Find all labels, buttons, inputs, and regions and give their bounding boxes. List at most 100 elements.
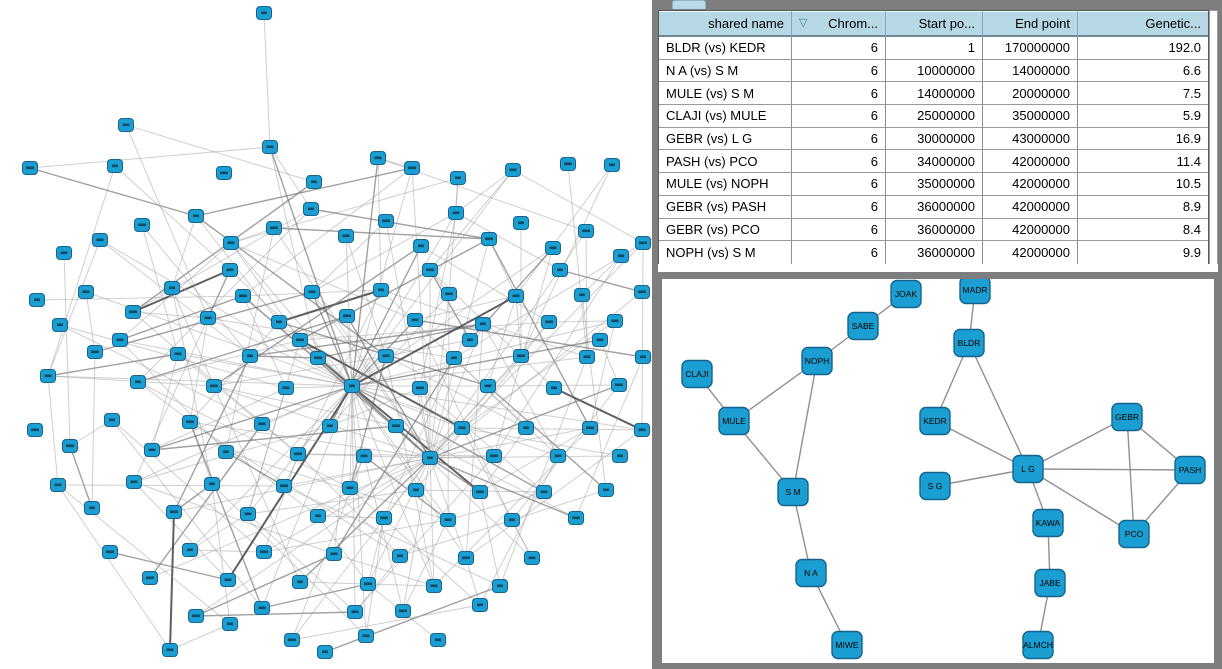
network-edge[interactable] (47, 239, 101, 377)
network-node[interactable] (440, 513, 456, 527)
table-tab[interactable] (672, 0, 706, 9)
network-edge[interactable] (91, 351, 96, 509)
table-cell[interactable]: 6.6 (1078, 59, 1208, 83)
network-edge[interactable] (225, 227, 275, 453)
column-header-2[interactable]: Start po... (886, 11, 983, 37)
network-edge[interactable] (36, 295, 244, 301)
network-node[interactable] (395, 604, 411, 618)
table-cell[interactable]: 20000000 (983, 82, 1078, 106)
network-edge[interactable] (589, 320, 616, 429)
network-node[interactable] (126, 475, 142, 489)
network-edge[interactable] (351, 385, 545, 493)
network-node[interactable] (458, 551, 474, 565)
network-node[interactable] (408, 483, 424, 497)
network-edge[interactable] (349, 385, 353, 489)
network-edge[interactable] (171, 287, 213, 485)
node-shape[interactable] (1111, 402, 1143, 432)
network-edge[interactable] (351, 385, 463, 429)
network-edge[interactable] (311, 291, 353, 387)
subnetwork-node-bldr[interactable]: BLDR (953, 328, 985, 358)
network-edge[interactable] (455, 212, 561, 271)
network-node[interactable] (62, 439, 78, 453)
table-cell[interactable]: 10000000 (886, 59, 983, 83)
network-edge[interactable] (137, 339, 301, 383)
network-edge[interactable] (189, 385, 353, 551)
subnetwork-node-kedr[interactable]: KEDR (919, 406, 951, 436)
network-node[interactable] (430, 633, 446, 647)
network-node[interactable] (422, 451, 438, 465)
network-edge[interactable] (269, 146, 319, 359)
network-node[interactable] (370, 151, 386, 165)
table-row[interactable]: GEBR (vs) PCO 6 36000000 42000000 8.4 (659, 218, 1208, 242)
network-node[interactable] (326, 547, 342, 561)
table-row[interactable]: PASH (vs) PCO 6 34000000 42000000 11.4 (659, 150, 1208, 174)
network-edge[interactable] (171, 215, 197, 289)
network-node[interactable] (310, 351, 326, 365)
network-node[interactable] (206, 379, 222, 393)
network-node[interactable] (254, 601, 270, 615)
network-edge[interactable] (299, 238, 490, 341)
network-edge[interactable] (119, 339, 353, 387)
node-shape[interactable] (801, 346, 833, 376)
table-row[interactable]: GEBR (vs) L G 6 30000000 43000000 16.9 (659, 127, 1208, 151)
table-cell[interactable]: PASH (vs) PCO (659, 150, 792, 174)
network-node[interactable] (475, 317, 491, 331)
network-edge[interactable] (109, 551, 229, 581)
network-edge[interactable] (488, 238, 517, 297)
network-node[interactable] (505, 163, 521, 177)
table-cell[interactable]: 1 (886, 37, 983, 60)
network-edge[interactable] (479, 491, 501, 587)
network-edge[interactable] (47, 375, 353, 387)
network-edge[interactable] (63, 252, 71, 447)
table-cell[interactable]: 25000000 (886, 105, 983, 128)
table-cell[interactable]: 6 (792, 150, 886, 174)
network-node[interactable] (598, 483, 614, 497)
network-node[interactable] (182, 543, 198, 557)
network-edge[interactable] (499, 356, 588, 587)
network-edge[interactable] (1027, 416, 1128, 470)
table-cell[interactable]: 8.4 (1078, 218, 1208, 242)
network-node[interactable] (481, 232, 497, 246)
subnetwork-node-jabe[interactable]: JABE (1034, 568, 1066, 598)
table-cell[interactable]: 36000000 (886, 195, 983, 219)
network-edge[interactable] (133, 481, 229, 581)
network-edge[interactable] (599, 339, 620, 386)
network-node[interactable] (611, 378, 627, 392)
column-header-1[interactable]: ▽ Chrom... (792, 11, 886, 37)
subnetwork-view[interactable]: JOAK SABE NOPH CLAJI MULE S M N A MIWE MADR BLDR K… (662, 279, 1214, 663)
network-node[interactable] (560, 157, 576, 171)
network-edge[interactable] (792, 360, 818, 493)
network-node[interactable] (634, 423, 650, 437)
network-edge[interactable] (1027, 468, 1191, 471)
network-edge[interactable] (114, 165, 231, 271)
node-shape[interactable] (847, 311, 879, 341)
network-edge[interactable] (291, 457, 431, 641)
network-edge[interactable] (1126, 416, 1135, 535)
network-edge[interactable] (189, 421, 401, 557)
network-edge[interactable] (99, 239, 353, 387)
network-node[interactable] (578, 224, 594, 238)
network-edge[interactable] (1027, 468, 1135, 535)
network-node[interactable] (317, 645, 333, 659)
network-edge[interactable] (242, 167, 413, 297)
network-node[interactable] (102, 545, 118, 559)
network-edge[interactable] (141, 224, 179, 355)
table-cell[interactable]: NOPH (vs) S M (659, 241, 792, 264)
network-node[interactable] (347, 605, 363, 619)
network-node[interactable] (407, 313, 423, 327)
network-edge[interactable] (351, 212, 457, 387)
network-edge[interactable] (429, 238, 490, 459)
subnetwork-node-kawa[interactable]: KAWA (1032, 508, 1064, 538)
network-edge[interactable] (461, 427, 643, 431)
network-node[interactable] (276, 479, 292, 493)
network-edge[interactable] (351, 167, 413, 387)
network-edge[interactable] (99, 239, 251, 357)
network-node[interactable] (536, 485, 552, 499)
network-edge[interactable] (553, 387, 643, 431)
network-edge[interactable] (333, 553, 435, 587)
subnetwork-node-n-a[interactable]: N A (795, 558, 827, 588)
network-node[interactable] (164, 281, 180, 295)
network-edge[interactable] (402, 457, 431, 612)
table-cell[interactable]: 10.5 (1078, 173, 1208, 196)
network-node[interactable] (378, 349, 394, 363)
